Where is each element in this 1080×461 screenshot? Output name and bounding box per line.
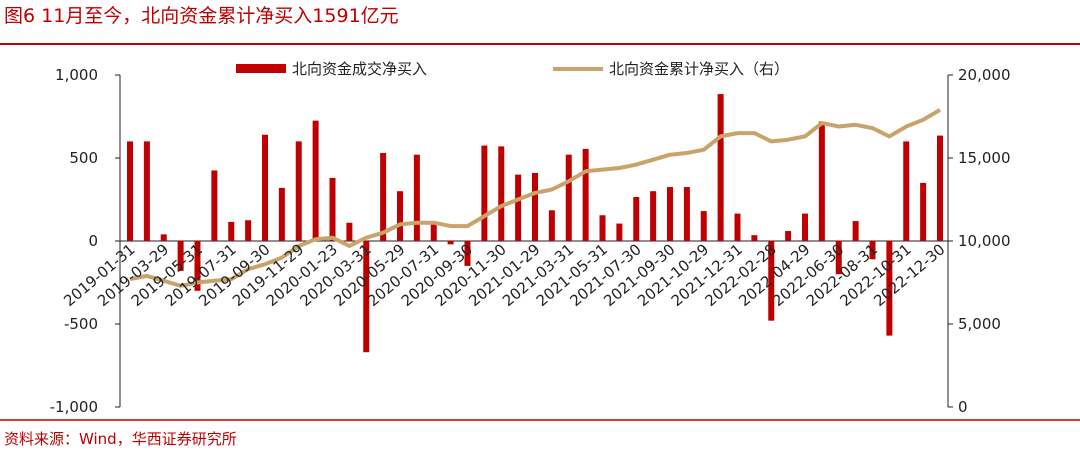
chart-title: 图6 11月至今，北向资金累计净买入1591亿元: [4, 5, 399, 27]
bar: [616, 223, 623, 241]
bar: [194, 241, 201, 291]
bar: [245, 220, 252, 241]
y2-tick-label: 10,000: [958, 232, 1011, 250]
y2-tick-label: 15,000: [958, 149, 1011, 167]
bar: [785, 231, 792, 241]
bar: [700, 211, 707, 241]
y-tick-label: 0: [88, 232, 98, 250]
bar: [751, 235, 758, 241]
y-tick-label: 1,000: [55, 66, 98, 84]
bar: [278, 187, 285, 241]
bar: [177, 241, 184, 271]
bar: [498, 146, 505, 241]
bar: [127, 141, 133, 241]
bar: [852, 221, 859, 241]
bar: [380, 153, 387, 241]
bar: [160, 234, 167, 241]
bar: [413, 154, 420, 241]
bar: [734, 213, 741, 241]
source: 资料来源：Wind，华西证券研究所: [4, 430, 237, 448]
bar: [835, 241, 842, 275]
line: [129, 108, 942, 288]
bar: [717, 94, 724, 241]
bar: [228, 221, 235, 241]
bar: [869, 241, 876, 260]
bar: [920, 182, 927, 241]
bar: [211, 170, 218, 241]
legend-label: 北向资金累计净买入（右）: [609, 60, 789, 78]
bar: [818, 121, 825, 241]
bar: [363, 241, 370, 353]
y2-tick-label: 0: [958, 398, 968, 416]
bar: [447, 241, 454, 245]
legend-label: 北向资金成交净买入: [292, 60, 427, 78]
bar: [683, 187, 690, 241]
legend-swatch: [236, 64, 286, 73]
bar: [143, 141, 150, 241]
bar: [329, 177, 336, 241]
bar: [667, 187, 673, 241]
bar: [650, 191, 657, 241]
y-tick-label: -1,000: [50, 398, 98, 416]
bar: [295, 141, 302, 241]
y2-tick-label: 5,000: [958, 315, 1001, 333]
y-tick-label: 500: [69, 149, 98, 167]
bar: [768, 241, 775, 321]
y2-tick-label: 20,000: [958, 66, 1011, 84]
bar: [903, 141, 910, 241]
bar: [312, 120, 319, 241]
bar: [582, 148, 589, 241]
y-tick-label: -500: [64, 315, 98, 333]
bar: [430, 224, 437, 241]
bar: [599, 215, 606, 241]
bar: [565, 154, 572, 241]
bar: [937, 135, 943, 241]
bar: [262, 134, 268, 241]
bar: [397, 191, 403, 241]
bar: [464, 241, 471, 266]
bar: [633, 197, 640, 241]
bar: [548, 210, 555, 241]
bar: [515, 174, 522, 241]
bar: [886, 241, 893, 336]
bar: [532, 172, 538, 241]
bar: [481, 145, 488, 241]
bar: [802, 213, 808, 241]
bar: [346, 222, 353, 241]
